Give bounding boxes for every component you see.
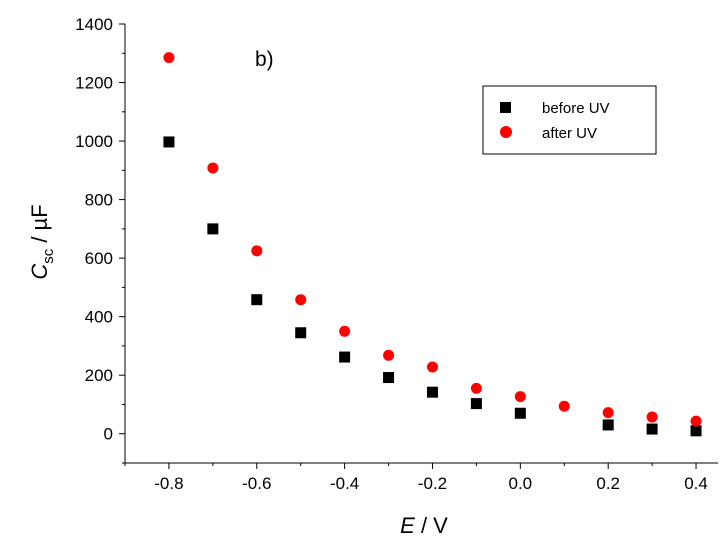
point-before-uv [470,398,482,410]
point-after-uv [207,162,219,174]
y-tick-label: 1400 [75,15,113,34]
point-before-uv [383,372,395,384]
x-axis-title: E / V [400,513,448,538]
legend-box [482,85,657,155]
x-tick-label: -0.2 [418,474,447,493]
legend-marker-after-uv [500,126,512,138]
point-after-uv [251,245,263,257]
y-tick-label: 800 [85,191,113,210]
point-before-uv [163,136,175,148]
point-before-uv [251,294,263,306]
data-points [163,52,702,437]
point-after-uv [295,294,307,306]
x-tick-label: 0.4 [684,474,708,493]
ticks: 0 200 400 600 800 1000 1200 1400 -0.8 -0.6 -0.4 -0.… [75,15,708,493]
point-after-uv [690,415,702,427]
point-before-uv [514,407,526,419]
y-tick-label: 600 [85,249,113,268]
y-tick-label: 400 [85,308,113,327]
x-tick-label: -0.8 [154,474,183,493]
point-before-uv [646,423,658,435]
point-after-uv [383,349,395,361]
axes [124,24,718,464]
point-after-uv [339,325,351,337]
y-axis-title: Csc / µF [27,204,57,279]
x-tick-label: 0.0 [509,474,533,493]
legend-label-before-uv: before UV [542,100,610,117]
point-after-uv [602,407,614,419]
point-after-uv [646,411,658,423]
y-tick-label: 0 [104,425,113,444]
point-before-uv [339,351,351,363]
annotation-label: b) [255,48,274,71]
legend-label-after-uv: after UV [542,125,597,142]
x-tick-label: 0.2 [596,474,620,493]
point-after-uv [558,400,570,412]
point-before-uv [690,425,702,437]
point-after-uv [470,382,482,394]
x-tick-label: -0.4 [330,474,359,493]
point-before-uv [602,419,614,431]
y-tick-label: 1200 [75,74,113,93]
point-before-uv [426,386,438,398]
legend: before UV after UV [482,85,657,155]
legend-marker-before-uv [500,102,511,113]
point-after-uv [426,361,438,373]
point-before-uv [207,223,219,235]
x-tick-label: -0.6 [242,474,271,493]
point-after-uv [163,52,175,64]
y-tick-label: 200 [85,366,113,385]
point-after-uv [514,391,526,403]
point-before-uv [295,327,307,339]
y-tick-label: 1000 [75,132,113,151]
